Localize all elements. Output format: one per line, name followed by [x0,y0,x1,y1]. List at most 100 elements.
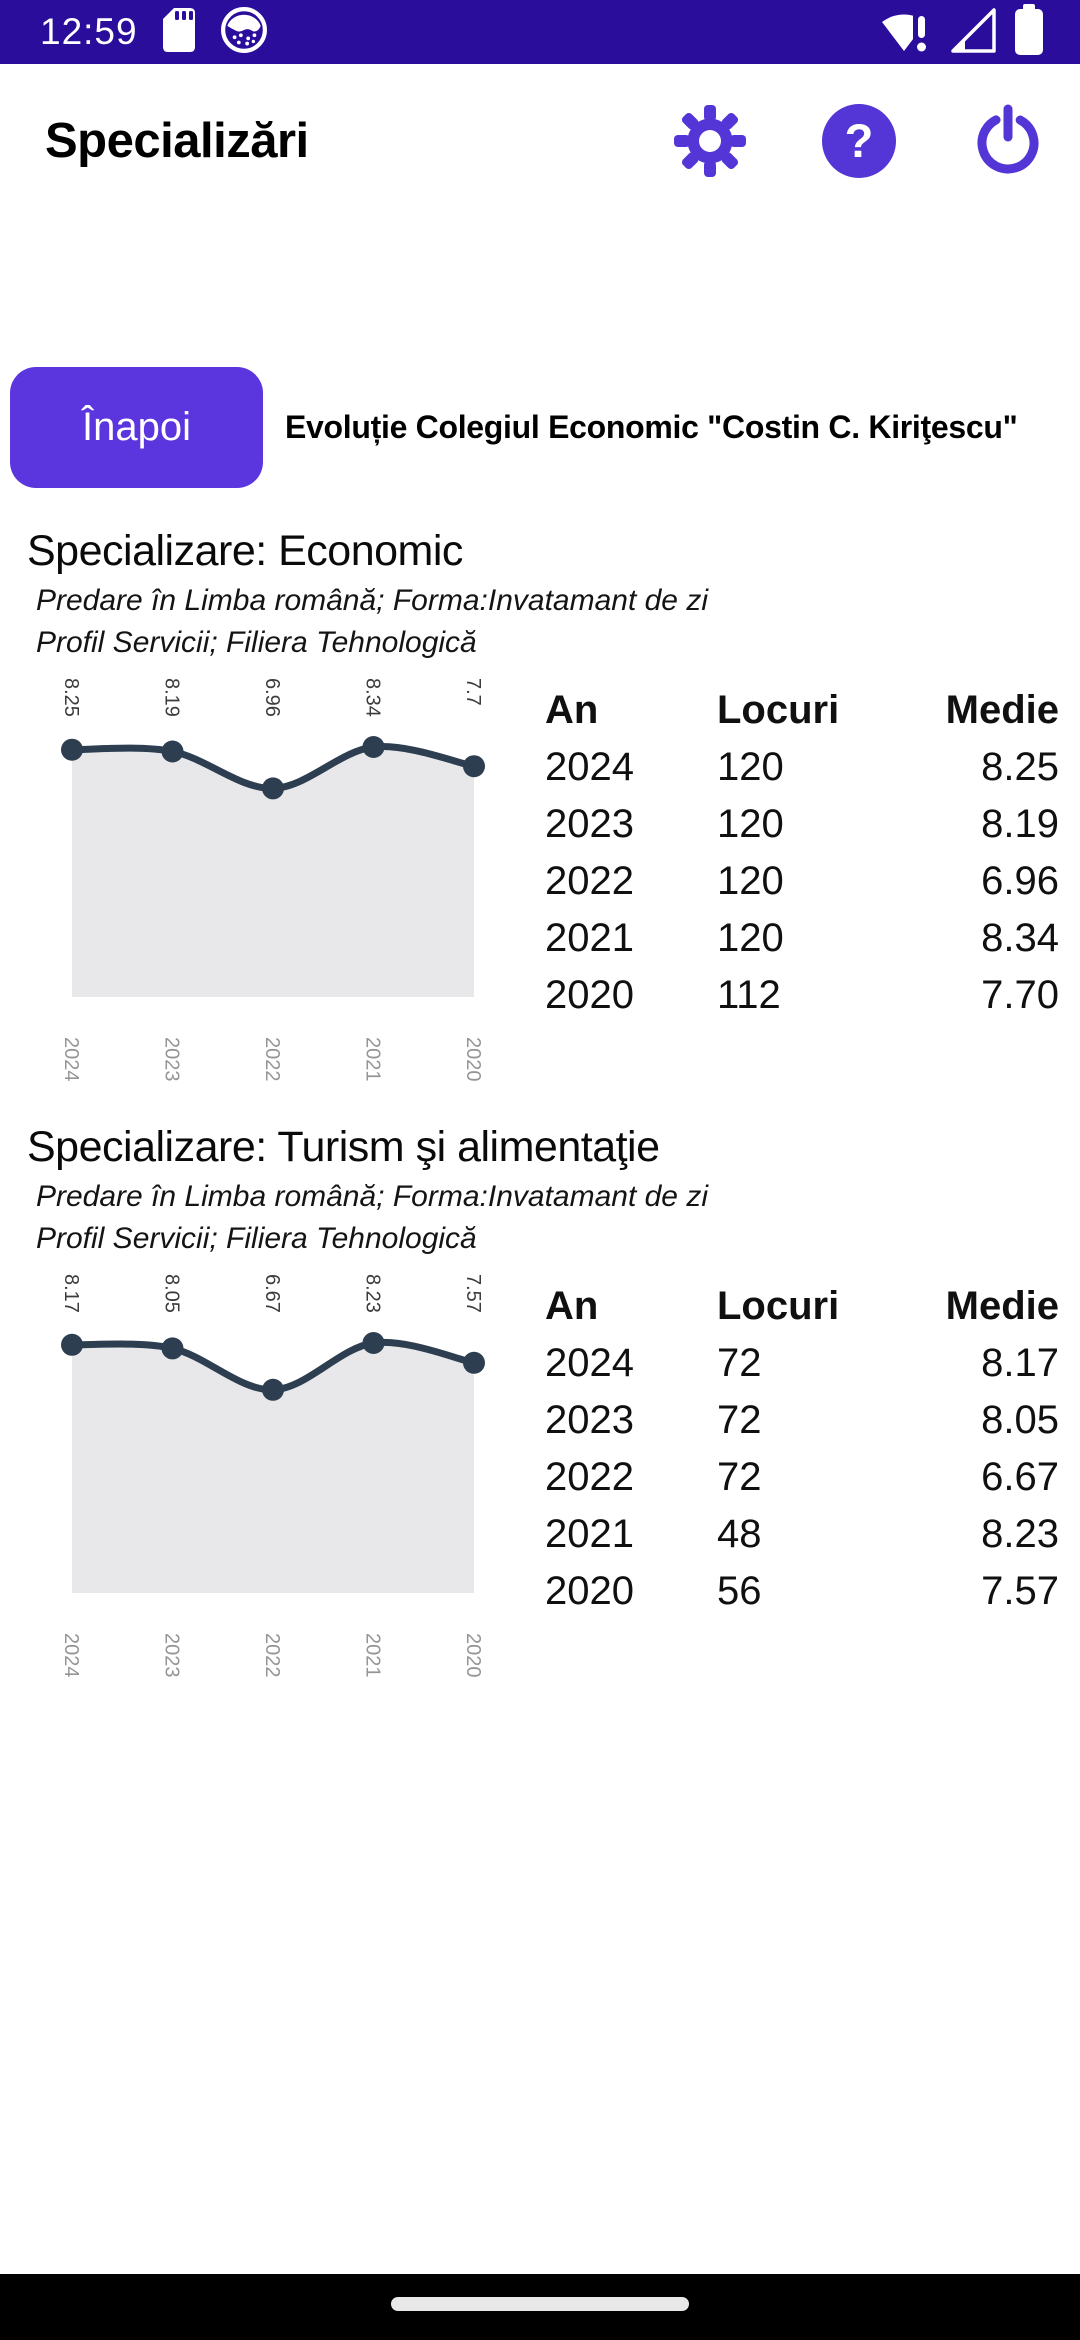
locuri-cell: 120 [717,916,784,960]
medie-cell: 8.05 [981,1398,1059,1442]
wifi-alert-icon [880,6,932,59]
year-cell: 2022 [545,1455,634,1499]
table-row: 2024 72 8.17 [545,1335,1059,1392]
point-value-label: 7.57 [462,1274,484,1313]
year-cell: 2023 [545,802,634,846]
table-row: 2023 72 8.05 [545,1392,1059,1449]
app-header: Specializări [0,64,1080,178]
specialization-section: Specializare: Turism şi alimentaţie Preda… [0,1122,1080,1680]
table-header-row: An Locuri Medie [545,1278,1059,1335]
sections-container: Specializare: Economic Predare în Limba r… [0,526,1080,1680]
table-row: 2024 120 8.25 [545,739,1059,796]
status-bar-left: 12:59 [40,6,268,59]
table-row: 2020 112 7.70 [545,967,1059,1024]
x-axis-year-label: 2021 [362,1037,384,1082]
column-header: An [545,688,599,732]
section-subtitle-line2: Profil Servicii; Filiera Tehnologică [36,626,477,659]
svg-text:?: ? [845,114,874,167]
settings-button[interactable] [673,104,747,178]
year-cell: 2024 [545,1341,634,1385]
chart-area-fill [72,746,474,997]
locuri-cell: 120 [717,802,784,846]
year-cell: 2020 [545,1569,634,1613]
point-value-label: 8.17 [60,1274,82,1313]
chart-point [262,777,284,800]
results-table: An Locuri Medie 2024 72 8.17 2023 72 8.05 2022 72 6… [545,1260,1080,1680]
power-button[interactable] [971,104,1045,178]
point-value-label: 6.67 [261,1274,283,1313]
year-cell: 2024 [545,745,634,789]
locuri-cell: 48 [717,1512,762,1556]
x-axis-year-label: 2020 [462,1037,484,1082]
year-cell: 2021 [545,1512,634,1556]
help-button[interactable]: ? [822,104,896,178]
chart-point [61,738,83,761]
point-value-label: 8.23 [362,1274,384,1313]
point-value-label: 8.05 [161,1274,183,1313]
year-cell: 2021 [545,916,634,960]
x-axis-year-label: 2021 [362,1633,384,1678]
section-body: 8.25 2024 8.19 2023 6.96 2022 8.34 2021 7.7 2020 A… [0,664,1080,1084]
table-row: 2020 56 7.57 [545,1563,1059,1620]
table-row: 2021 48 8.23 [545,1506,1059,1563]
year-cell: 2023 [545,1398,634,1442]
evolution-title: Evoluție Colegiul Economic "Costin C. Ki… [285,409,1018,445]
medie-cell: 8.17 [981,1341,1059,1385]
year-cell: 2020 [545,973,634,1017]
medie-area-chart: 8.25 2024 8.19 2023 6.96 2022 8.34 2021 7.7 2020 [0,664,545,1084]
chart-point [362,736,385,758]
table-header-row: An Locuri Medie [545,682,1059,739]
home-indicator[interactable] [391,2297,689,2311]
medie-cell: 8.23 [981,1512,1059,1556]
locuri-cell: 120 [717,745,784,789]
section-subtitle-line1: Predare în Limba română; Forma:Invataman… [36,1180,708,1213]
year-cell: 2022 [545,859,634,903]
gear-icon [673,104,747,178]
results-table: An Locuri Medie 2024 120 8.25 2023 120 8.19 2022 1… [545,664,1080,1084]
section-heading: Specializare: Turism şi alimentaţie [27,1123,660,1171]
table-row: 2021 120 8.34 [545,910,1059,967]
status-bar: 12:59 [0,0,1080,64]
point-value-label: 8.34 [362,678,384,717]
section-subtitle-line1: Predare în Limba română; Forma:Invataman… [36,584,708,617]
chart-area-fill [72,1342,474,1593]
table-row: 2022 120 6.96 [545,853,1059,910]
app-title: Specializări [45,114,309,168]
app-notification-icon [220,6,268,59]
section-body: 8.17 2024 8.05 2023 6.67 2022 8.23 2021 7.57 2020… [0,1260,1080,1680]
question-mark-icon: ? [822,104,896,178]
locuri-cell: 72 [717,1398,762,1442]
point-value-label: 7.7 [462,678,484,706]
chart-point [362,1332,385,1354]
medie-cell: 8.25 [981,745,1059,789]
status-bar-right [880,3,1044,61]
section-subtitle: Predare în Limba română; Forma:Invataman… [36,580,1080,664]
header-actions: ? [673,104,1045,178]
chart-point [262,1378,284,1401]
x-axis-year-label: 2022 [261,1037,283,1082]
section-subtitle-line2: Profil Servicii; Filiera Tehnologică [36,1222,477,1255]
locuri-cell: 120 [717,859,784,903]
specialization-section: Specializare: Economic Predare în Limba r… [0,526,1080,1084]
locuri-cell: 72 [717,1341,762,1385]
x-axis-year-label: 2020 [462,1633,484,1678]
gesture-nav-bar [0,2274,1080,2340]
medie-area-chart: 8.17 2024 8.05 2023 6.67 2022 8.23 2021 7.57 2020 [0,1260,545,1680]
battery-icon [1014,3,1044,61]
point-value-label: 8.25 [60,678,82,717]
column-header: Locuri [717,1284,840,1328]
cell-signal-icon [948,6,998,59]
medie-cell: 6.96 [981,859,1059,903]
table-row: 2022 72 6.67 [545,1449,1059,1506]
point-value-label: 8.19 [161,678,183,717]
locuri-cell: 72 [717,1455,762,1499]
section-subtitle: Predare în Limba română; Forma:Invataman… [36,1176,1080,1260]
column-header: Locuri [717,688,840,732]
chart-point [61,1333,83,1356]
chart-point [463,1351,485,1374]
table-row: 2023 120 8.19 [545,796,1059,853]
medie-cell: 7.70 [981,973,1059,1017]
locuri-cell: 112 [717,973,781,1017]
back-button[interactable]: Înapoi [10,367,263,488]
